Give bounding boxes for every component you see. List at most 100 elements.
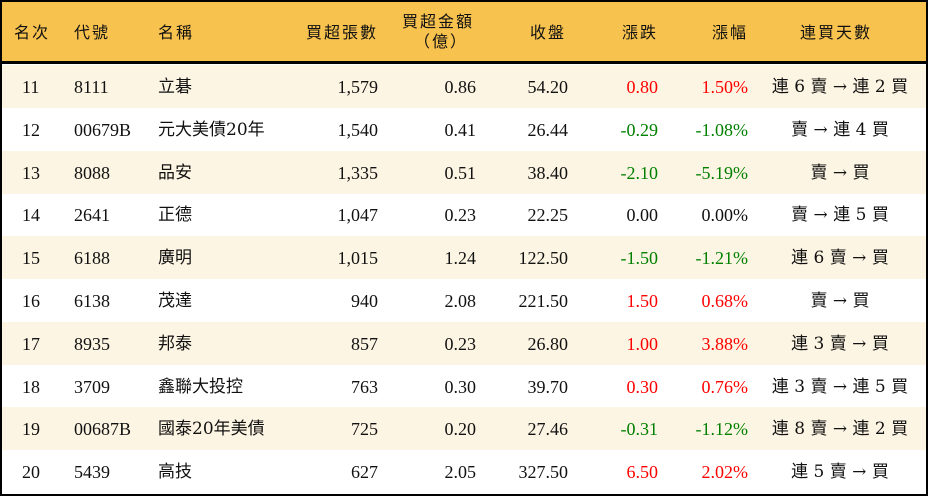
- pct-cell: 0.00%: [701, 205, 749, 226]
- close-cell: 221.50: [518, 291, 569, 311]
- header-streak: 連買天數: [800, 23, 873, 42]
- close-cell: 26.80: [527, 333, 569, 354]
- change-cell: -0.29: [620, 119, 659, 140]
- streak-cell: 連 8 賣 → 連 2 買: [771, 419, 909, 440]
- amount-cell: 1.24: [444, 248, 477, 269]
- table-row: 19 00687B 國泰20年美債 725 0.20 27.46 -0.31 -1.12% 連 …: [2, 407, 926, 451]
- streak-cell: 賣 → 買: [810, 291, 870, 311]
- header-amount: 買超金額: [401, 12, 474, 31]
- table-row: 13 8088 品安 1,335 0.51 38.40 -2.10 -5.19% 賣 → 買: [2, 150, 926, 194]
- table-row: 15 6188 廣明 1,015 1.24 122.50 -1.50 -1.21% 連 6 賣 …: [2, 236, 926, 280]
- change-cell: 1.50: [626, 291, 659, 311]
- name-cell: 茂達: [158, 291, 192, 311]
- pct-cell: 0.68%: [701, 291, 749, 311]
- streak-cell: 賣 → 連 4 買: [791, 119, 889, 140]
- pct-cell: -5.19%: [695, 162, 749, 183]
- net-lots-cell: 627: [351, 462, 378, 483]
- table-row: 20 5439 高技 627 2.05 327.50 6.50 2.02% 連 5 賣 → 買: [2, 450, 926, 493]
- code-cell: 8111: [74, 77, 109, 97]
- close-cell: 122.50: [518, 248, 569, 269]
- close-cell: 27.46: [527, 419, 569, 440]
- amount-cell: 0.86: [444, 77, 477, 97]
- change-cell: 0.00: [626, 205, 659, 226]
- change-cell: 0.30: [626, 376, 659, 397]
- streak-cell: 連 5 賣 → 買: [791, 462, 889, 483]
- table-row: 14 2641 正德 1,047 0.23 22.25 0.00 0.00% 賣 → 連 5 買: [2, 193, 926, 236]
- table-row: 16 6138 茂達 940 2.08 221.50 1.50 0.68% 賣 → 買: [2, 279, 926, 322]
- close-cell: 22.25: [527, 205, 569, 226]
- pct-cell: -1.12%: [695, 419, 749, 440]
- code-cell: 2641: [74, 205, 110, 226]
- name-cell: 元大美債20年: [158, 119, 265, 140]
- change-cell: -0.31: [620, 419, 659, 440]
- amount-cell: 0.23: [444, 205, 477, 226]
- rank-cell: 11: [22, 77, 40, 97]
- header-change: 漲跌: [621, 23, 658, 42]
- net-lots-cell: 1,579: [337, 77, 379, 97]
- close-cell: 26.44: [527, 119, 569, 140]
- name-cell: 鑫聯大投控: [158, 376, 243, 397]
- streak-cell: 連 6 賣 → 連 2 買: [771, 77, 909, 97]
- pct-cell: 0.76%: [701, 376, 749, 397]
- code-cell: 6188: [74, 248, 110, 269]
- rank-cell: 19: [22, 419, 40, 440]
- rank-cell: 20: [22, 462, 40, 483]
- net-lots-cell: 1,335: [337, 162, 379, 183]
- close-cell: 327.50: [518, 462, 569, 483]
- streak-cell: 賣 → 買: [810, 162, 870, 183]
- name-cell: 品安: [158, 162, 192, 183]
- code-cell: 00687B: [74, 419, 132, 440]
- header-pct: 漲幅: [711, 23, 748, 42]
- table-row: 17 8935 邦泰 857 0.23 26.80 1.00 3.88% 連 3 賣 → 買: [2, 321, 926, 365]
- table-row: 11 8111 立碁 1,579 0.86 54.20 0.80 1.50% 連 6 賣 → 連…: [2, 65, 926, 108]
- header-name: 名稱: [158, 23, 195, 42]
- code-cell: 3709: [74, 376, 110, 397]
- rank-cell: 18: [22, 376, 40, 397]
- code-cell: 5439: [74, 462, 110, 483]
- rank-cell: 16: [22, 291, 40, 311]
- streak-cell: 連 3 賣 → 連 5 買: [771, 376, 909, 397]
- amount-cell: 0.20: [444, 419, 477, 440]
- close-cell: 38.40: [527, 162, 569, 183]
- pct-cell: 3.88%: [701, 333, 749, 354]
- name-cell: 邦泰: [158, 333, 192, 354]
- streak-cell: 賣 → 連 5 買: [791, 205, 889, 226]
- rank-cell: 12: [22, 119, 40, 140]
- rank-cell: 17: [22, 333, 40, 354]
- pct-cell: 2.02%: [701, 462, 749, 483]
- streak-cell: 連 3 賣 → 買: [791, 333, 889, 354]
- amount-cell: 2.05: [444, 462, 477, 483]
- amount-cell: 0.23: [444, 333, 477, 354]
- rank-cell: 14: [22, 205, 40, 226]
- net-lots-cell: 1,540: [337, 119, 379, 140]
- amount-cell: 0.30: [444, 376, 477, 397]
- table-row: 18 3709 鑫聯大投控 763 0.30 39.70 0.30 0.76% 連 3 賣 → …: [2, 365, 926, 408]
- table-row: 12 00679B 元大美債20年 1,540 0.41 26.44 -0.29 -1.08%…: [2, 108, 926, 151]
- change-cell: 6.50: [626, 462, 659, 483]
- amount-cell: 0.51: [444, 162, 477, 183]
- pct-cell: -1.08%: [695, 119, 749, 140]
- close-cell: 39.70: [527, 376, 569, 397]
- name-cell: 正德: [158, 205, 192, 226]
- code-cell: 00679B: [74, 119, 132, 140]
- code-cell: 8088: [74, 162, 110, 183]
- header-close: 收盤: [529, 23, 566, 42]
- amount-cell: 2.08: [444, 291, 477, 311]
- rank-cell: 13: [22, 162, 40, 183]
- amount-cell: 0.41: [444, 119, 477, 140]
- code-cell: 8935: [74, 333, 110, 354]
- net-lots-cell: 857: [351, 333, 378, 354]
- streak-cell: 連 6 賣 → 買: [791, 248, 889, 269]
- pct-cell: -1.21%: [695, 248, 749, 269]
- name-cell: 高技: [158, 462, 192, 483]
- header-code: 代號: [74, 23, 111, 42]
- net-lots-cell: 763: [351, 376, 378, 397]
- net-lots-cell: 940: [351, 291, 378, 311]
- header-amount-unit: （億）: [413, 32, 468, 51]
- table-header: 名次 代號 名稱 買超張數 買超金額 （億） 收盤 漲跌 漲幅 連買天數: [2, 2, 926, 64]
- change-cell: -1.50: [620, 248, 659, 269]
- close-cell: 54.20: [527, 77, 569, 97]
- change-cell: 0.80: [626, 77, 659, 97]
- change-cell: 1.00: [626, 333, 659, 354]
